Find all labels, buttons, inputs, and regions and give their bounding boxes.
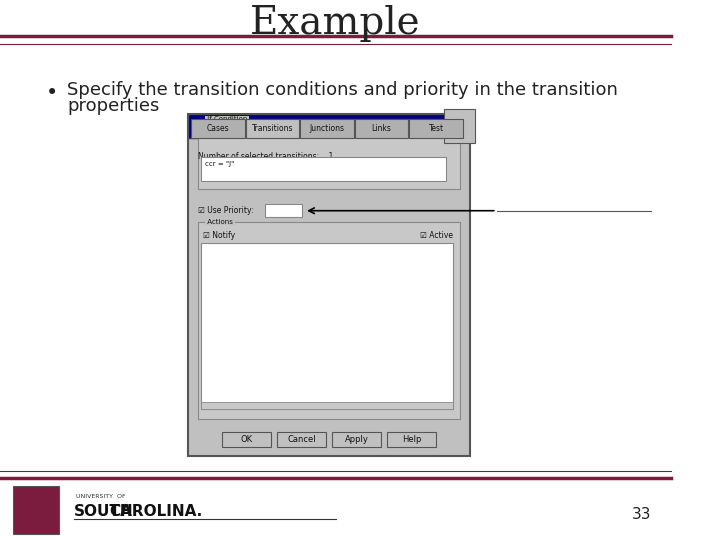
Text: ☑ Use Priority:: ☑ Use Priority: [198,206,253,215]
Text: UNIVERSITY  OF: UNIVERSITY OF [76,494,125,498]
FancyBboxPatch shape [387,431,436,447]
Text: Links: Links [372,124,392,133]
FancyBboxPatch shape [300,119,354,138]
FancyBboxPatch shape [188,114,470,138]
Text: Object Properties: Object Properties [198,121,295,131]
FancyBboxPatch shape [198,222,460,418]
FancyBboxPatch shape [198,119,460,190]
Text: Actions: Actions [204,219,235,225]
FancyBboxPatch shape [277,431,325,447]
FancyBboxPatch shape [202,402,453,409]
Text: Apply: Apply [345,435,369,444]
FancyBboxPatch shape [246,119,299,138]
FancyBboxPatch shape [410,119,463,138]
Text: Specify the transition conditions and priority in the transition: Specify the transition conditions and pr… [67,81,618,99]
Text: properties: properties [67,97,160,114]
Text: OK: OK [240,435,253,444]
Text: Test: Test [428,124,444,133]
Text: ccr = "J": ccr = "J" [204,161,234,167]
Text: Junctions: Junctions [310,124,344,133]
Text: Help: Help [402,435,421,444]
FancyBboxPatch shape [355,119,408,138]
FancyBboxPatch shape [202,244,453,409]
Text: Example: Example [251,5,421,42]
Text: •: • [45,83,58,103]
FancyBboxPatch shape [202,157,446,181]
FancyBboxPatch shape [265,204,302,218]
FancyBboxPatch shape [222,431,271,447]
Text: 33: 33 [631,507,651,522]
Text: Transitions: Transitions [252,124,293,133]
Text: ☑ Active: ☑ Active [420,232,453,240]
Text: SOUTH: SOUTH [74,504,133,519]
Text: If Condition: If Condition [204,116,249,122]
Text: CAROLINA.: CAROLINA. [109,504,202,519]
Text: Cases: Cases [207,124,229,133]
FancyBboxPatch shape [188,138,470,456]
Text: X: X [457,122,463,130]
FancyBboxPatch shape [333,431,381,447]
Text: ☑ Notation: ☑ Notation [204,131,246,140]
Text: Cancel: Cancel [287,435,316,444]
FancyBboxPatch shape [192,119,245,138]
Text: Number of selected transitions:    1: Number of selected transitions: 1 [198,152,333,160]
FancyBboxPatch shape [14,486,59,534]
Text: ☑ Notify: ☑ Notify [204,232,235,240]
